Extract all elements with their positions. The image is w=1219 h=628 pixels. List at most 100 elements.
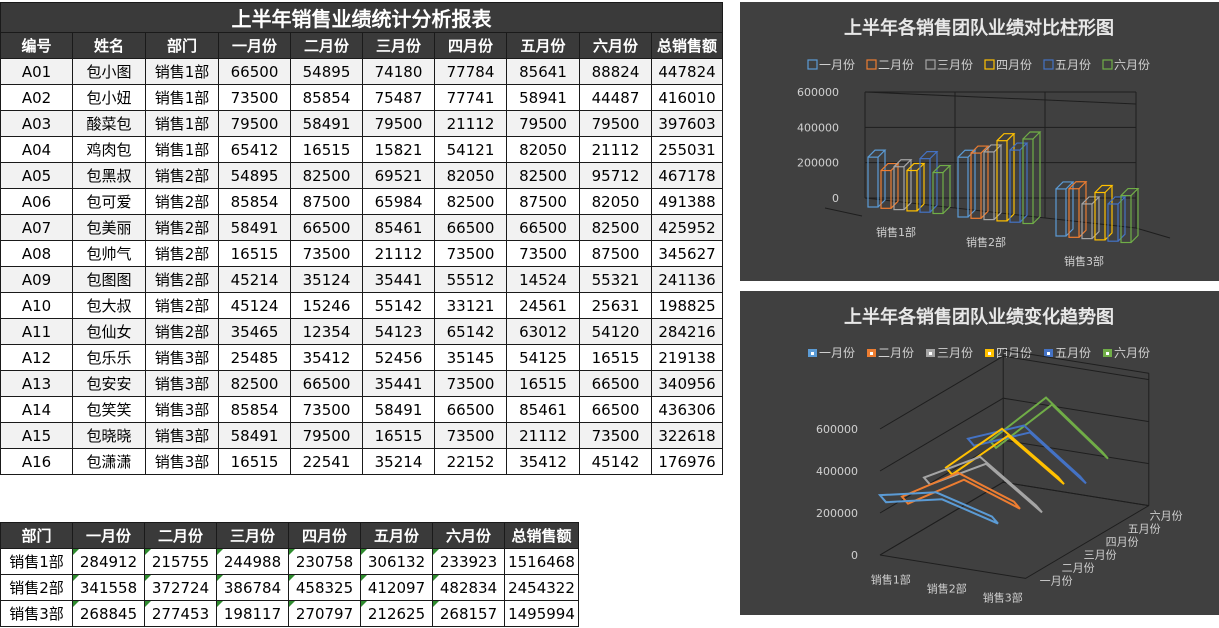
table-cell[interactable]: 87500 [579,240,652,267]
column-header[interactable]: 四月份 [434,32,507,59]
table-cell[interactable]: 85854 [218,396,291,423]
column-header[interactable]: 姓名 [72,32,146,59]
table-cell[interactable]: 22152 [434,448,507,475]
table-cell[interactable]: A10 [0,292,73,319]
table-cell[interactable]: A08 [0,240,73,267]
table-cell[interactable]: 176976 [650,448,724,475]
summary-cell[interactable]: 268845 [72,600,145,627]
table-cell[interactable]: 425952 [650,214,724,241]
table-cell[interactable]: 54120 [579,318,652,345]
table-cell[interactable]: 79500 [579,110,652,137]
table-cell[interactable]: 54895 [218,162,291,189]
table-cell[interactable]: 79500 [218,110,291,137]
table-cell[interactable]: 75487 [362,84,435,111]
table-cell[interactable]: 16515 [218,240,291,267]
table-cell[interactable]: A01 [0,58,73,85]
table-cell[interactable]: 58491 [290,110,363,137]
table-cell[interactable]: 66500 [434,214,507,241]
table-cell[interactable]: A11 [0,318,73,345]
table-cell[interactable]: 88824 [579,58,652,85]
table-cell[interactable]: 447824 [650,58,724,85]
summary-cell[interactable]: 268157 [432,600,505,627]
table-cell[interactable]: 77784 [434,58,507,85]
column-header[interactable]: 二月份 [144,522,217,549]
summary-cell[interactable]: 284912 [72,548,145,575]
table-cell[interactable]: 241136 [650,266,724,293]
column-header[interactable]: 四月份 [288,522,361,549]
table-cell[interactable]: 58941 [506,84,580,111]
summary-cell[interactable]: 244988 [216,548,289,575]
table-cell[interactable]: 销售1部 [145,136,219,163]
table-cell[interactable]: 销售2部 [145,214,219,241]
table-cell[interactable]: A09 [0,266,73,293]
table-cell[interactable]: 包安安 [72,370,146,397]
table-cell[interactable]: 21112 [506,422,580,449]
table-cell[interactable]: 销售3部 [145,370,219,397]
table-cell[interactable]: 15246 [290,292,363,319]
column-header[interactable]: 三月份 [216,522,289,549]
table-cell[interactable]: 85854 [290,84,363,111]
table-cell[interactable]: 198825 [650,292,724,319]
table-cell[interactable]: 14524 [506,266,580,293]
table-cell[interactable]: 85854 [218,188,291,215]
column-header[interactable]: 一月份 [72,522,145,549]
table-cell[interactable]: 58491 [362,396,435,423]
table-cell[interactable]: 85461 [362,214,435,241]
table-cell[interactable]: 58491 [218,214,291,241]
table-cell[interactable]: 85461 [506,396,580,423]
summary-cell[interactable]: 销售2部 [0,574,73,601]
table-cell[interactable]: 82500 [434,188,507,215]
table-cell[interactable]: 66500 [579,370,652,397]
table-cell[interactable]: 35465 [218,318,291,345]
table-cell[interactable]: 35441 [362,266,435,293]
table-cell[interactable]: 包晓晓 [72,422,146,449]
table-cell[interactable]: 销售2部 [145,240,219,267]
table-cell[interactable]: A02 [0,84,73,111]
table-cell[interactable]: 66500 [434,396,507,423]
summary-cell[interactable]: 212625 [360,600,433,627]
table-cell[interactable]: 销售3部 [145,396,219,423]
summary-cell[interactable]: 482834 [432,574,505,601]
table-cell[interactable]: 52456 [362,344,435,371]
table-cell[interactable]: 销售2部 [145,188,219,215]
table-cell[interactable]: 销售1部 [145,84,219,111]
table-cell[interactable]: 33121 [434,292,507,319]
table-cell[interactable]: 73500 [290,396,363,423]
table-cell[interactable]: 45142 [579,448,652,475]
table-cell[interactable]: 包大叔 [72,292,146,319]
summary-cell[interactable]: 销售1部 [0,548,73,575]
column-header[interactable]: 六月份 [579,32,652,59]
table-cell[interactable]: 82500 [290,162,363,189]
summary-cell[interactable]: 386784 [216,574,289,601]
table-cell[interactable]: 66500 [579,396,652,423]
table-cell[interactable]: 73500 [434,422,507,449]
table-cell[interactable]: A16 [0,448,73,475]
table-cell[interactable]: 销售3部 [145,448,219,475]
table-cell[interactable]: 15821 [362,136,435,163]
table-cell[interactable]: 包黑叔 [72,162,146,189]
table-cell[interactable]: 66500 [506,214,580,241]
table-cell[interactable]: 85641 [506,58,580,85]
table-cell[interactable]: 65412 [218,136,291,163]
table-cell[interactable]: 82050 [579,188,652,215]
column-header[interactable]: 三月份 [362,32,435,59]
column-header[interactable]: 总销售额 [650,32,724,59]
table-cell[interactable]: 73500 [434,370,507,397]
table-cell[interactable]: 包潇潇 [72,448,146,475]
table-cell[interactable]: 77741 [434,84,507,111]
table-cell[interactable]: 284216 [650,318,724,345]
table-cell[interactable]: A13 [0,370,73,397]
summary-cell[interactable]: 1516468 [504,548,579,575]
table-cell[interactable]: 16515 [218,448,291,475]
bar-chart-panel[interactable]: 上半年各销售团队业绩对比柱形图 一月份 二月份 三月份 四月份 五月份 六月份 0 200000… [740,2,1219,281]
table-cell[interactable]: A04 [0,136,73,163]
line-chart-panel[interactable]: 上半年各销售团队业绩变化趋势图 一月份 二月份 三月份 四月份 五月份 六月份 0 200000… [740,291,1219,615]
table-cell[interactable]: 包笑笑 [72,396,146,423]
table-cell[interactable]: 35214 [362,448,435,475]
table-cell[interactable]: 82050 [506,136,580,163]
column-header[interactable]: 部门 [145,32,219,59]
summary-cell[interactable]: 215755 [144,548,217,575]
table-cell[interactable]: 416010 [650,84,724,111]
